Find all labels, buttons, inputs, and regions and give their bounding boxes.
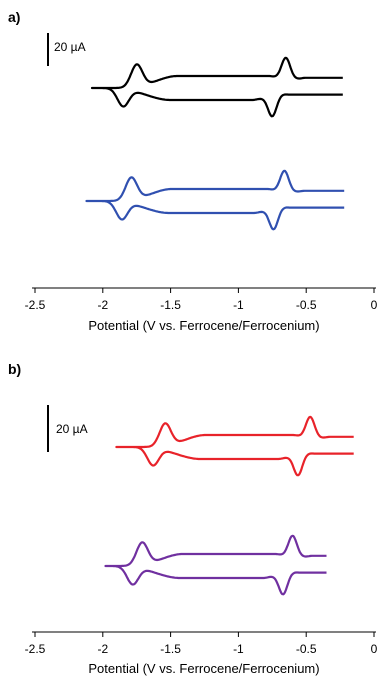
x-tick-label: -0.5	[296, 642, 317, 656]
panel-b-scale-label: 20 µA	[56, 422, 88, 436]
x-tick-label: 0	[371, 298, 378, 312]
panel-a: a) 20 µA -2.5 -2 -1.5 -1 -0.5 0 Potential (V …	[8, 9, 378, 333]
panel-a-cv-trace-2	[85, 169, 345, 231]
x-tick-label: 0	[371, 642, 378, 656]
x-tick-label: -2.5	[25, 298, 46, 312]
panel-a-label: a)	[8, 9, 20, 25]
x-tick-label: -2	[97, 642, 108, 656]
panel-a-ticks: -2.5 -2 -1.5 -1 -0.5 0	[25, 288, 378, 312]
x-tick-label: -0.5	[296, 298, 317, 312]
panel-a-cv-trace-1	[90, 56, 343, 118]
x-tick-label: -1	[233, 298, 244, 312]
panel-b-curves	[104, 415, 354, 596]
panel-b: b) 20 µA -2.5 -2 -1.5 -1 -0.5 0 Potential (V …	[8, 361, 378, 676]
x-tick-label: -1.5	[160, 642, 181, 656]
panel-b-ticks: -2.5 -2 -1.5 -1 -0.5 0	[25, 632, 378, 656]
x-tick-label: -2.5	[25, 642, 46, 656]
panel-a-x-axis-title: Potential (V vs. Ferrocene/Ferrocenium)	[88, 318, 319, 333]
x-tick-label: -2	[97, 298, 108, 312]
x-tick-label: -1	[233, 642, 244, 656]
panel-b-label: b)	[8, 361, 21, 377]
panel-b-x-axis-title: Potential (V vs. Ferrocene/Ferrocenium)	[88, 661, 319, 676]
panel-a-curves	[85, 56, 345, 231]
panel-b-cv-trace-2	[104, 534, 327, 596]
panel-b-cv-trace-1	[115, 415, 354, 477]
panel-a-scale-label: 20 µA	[54, 40, 86, 54]
x-tick-label: -1.5	[160, 298, 181, 312]
